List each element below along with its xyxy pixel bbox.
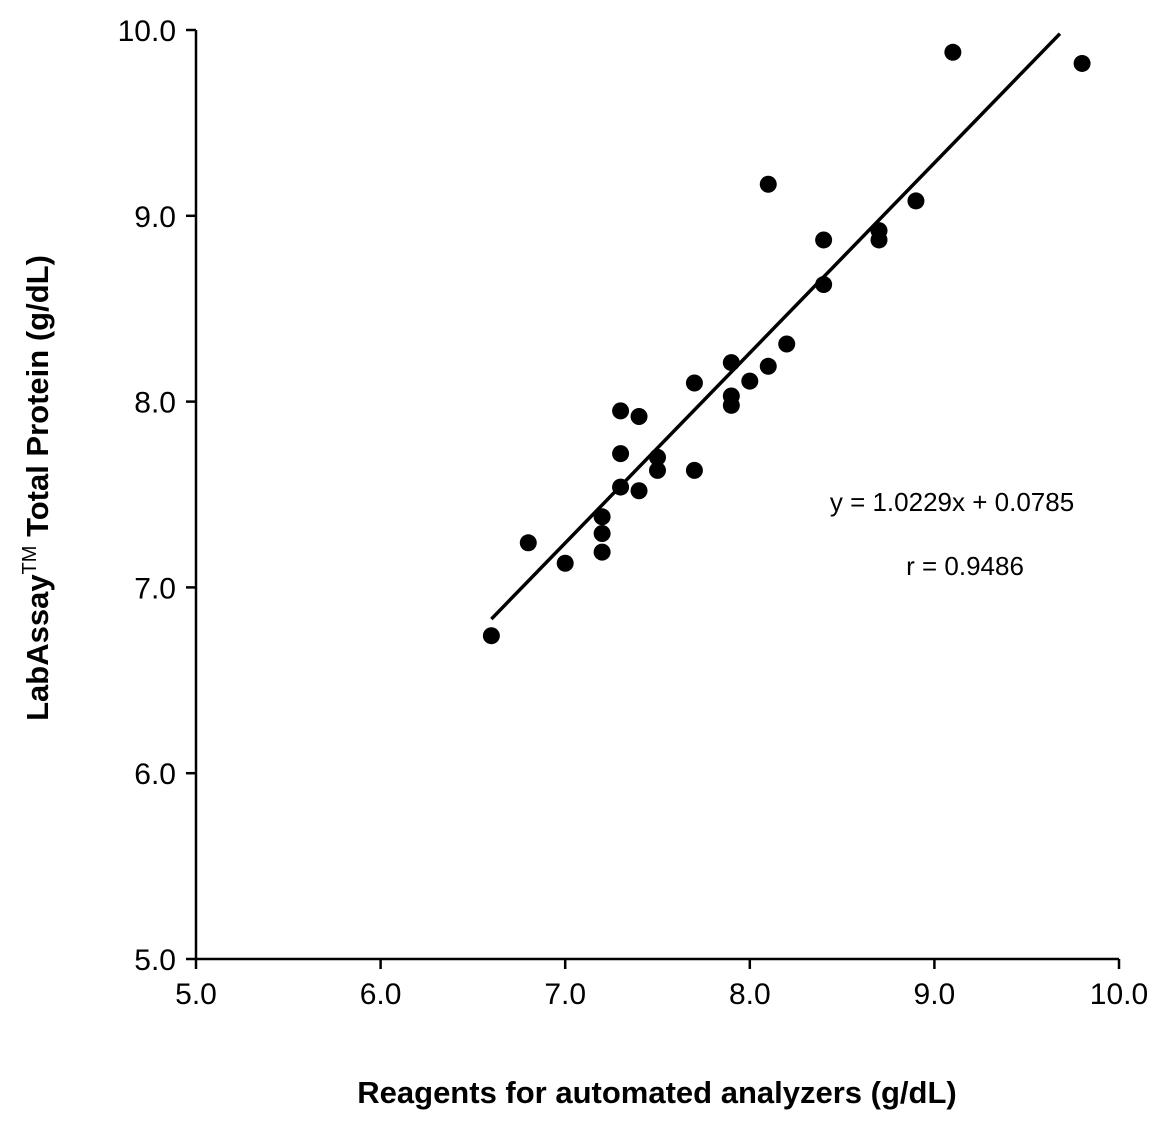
data-point	[612, 402, 630, 420]
data-point	[630, 407, 648, 425]
y-axis-title-suffix: Total Protein (g/dL)	[20, 255, 55, 545]
data-point	[593, 525, 611, 543]
data-point	[815, 276, 833, 294]
x-tick-label: 7.0	[544, 978, 586, 1011]
data-point	[741, 372, 759, 390]
data-point	[870, 222, 888, 240]
y-tick-label: 6.0	[134, 758, 176, 791]
x-tick-label: 10.0	[1090, 978, 1148, 1011]
x-axis-ticks: 5.0 6.0 7.0 8.0 9.0 10.0	[175, 959, 1148, 1011]
data-point	[556, 554, 574, 572]
data-point	[759, 357, 777, 375]
data-point	[685, 374, 703, 392]
data-point	[722, 354, 740, 372]
x-tick-label: 9.0	[914, 978, 956, 1011]
data-point	[685, 461, 703, 479]
data-point	[907, 192, 925, 210]
data-point	[612, 478, 630, 496]
x-tick-label: 6.0	[360, 978, 402, 1011]
data-points	[482, 43, 1091, 645]
x-tick-label: 5.0	[175, 978, 217, 1011]
y-axis-title-superscript: TM	[19, 546, 41, 575]
data-point	[519, 534, 537, 552]
data-point	[944, 43, 962, 61]
x-axis-title: Reagents for automated analyzers (g/dL)	[357, 1075, 956, 1110]
trendline	[490, 32, 1062, 621]
data-point	[593, 543, 611, 561]
y-tick-label: 9.0	[134, 201, 176, 234]
y-tick-label: 7.0	[134, 572, 176, 605]
correlation-coefficient: r = 0.9486	[906, 551, 1024, 581]
y-tick-label: 5.0	[134, 944, 176, 977]
data-point	[630, 482, 648, 500]
data-point	[778, 335, 796, 353]
data-point	[722, 387, 740, 405]
y-tick-label: 8.0	[134, 387, 176, 420]
y-axis-title: LabAssayTM Total Protein (g/dL)	[19, 255, 55, 721]
y-axis-ticks: 5.0 6.0 7.0 8.0 9.0 10.0	[118, 15, 196, 977]
data-point	[649, 448, 666, 466]
axes	[194, 30, 1119, 961]
data-point	[593, 508, 611, 526]
data-point	[815, 231, 833, 249]
data-point	[759, 175, 777, 193]
y-axis-title-main: LabAssay	[20, 574, 55, 721]
x-tick-label: 8.0	[729, 978, 771, 1011]
data-point	[1073, 54, 1091, 72]
regression-equation: y = 1.0229x + 0.0785	[830, 487, 1074, 517]
data-point	[482, 627, 500, 645]
data-point	[612, 445, 630, 463]
trendline-group	[490, 32, 1062, 621]
y-tick-label: 10.0	[118, 15, 176, 48]
data-point	[649, 461, 666, 479]
